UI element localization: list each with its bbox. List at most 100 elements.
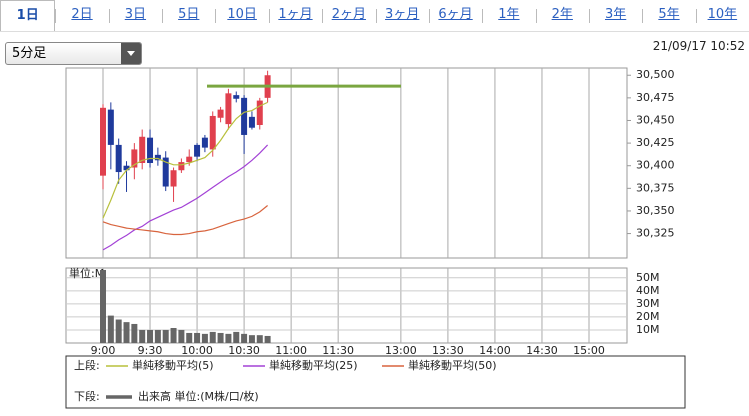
candle-body	[194, 144, 201, 157]
period-tab[interactable]: 1ヶ月	[268, 0, 322, 31]
x-tick-label: 10:00	[181, 344, 213, 357]
volume-bar	[194, 332, 201, 343]
candle-body	[154, 154, 161, 161]
x-tick-label: 9:30	[138, 344, 163, 357]
volume-bar	[100, 269, 106, 343]
y-tick-label: 30,375	[636, 181, 675, 194]
candle-body	[139, 136, 146, 163]
timestamp: 21/09/17 10:52	[652, 39, 745, 53]
period-tab[interactable]: 2ヶ月	[322, 0, 375, 31]
volume-bar	[123, 322, 130, 343]
y-tick-label: 20M	[636, 310, 660, 323]
volume-bar	[217, 332, 224, 343]
volume-panel	[65, 267, 628, 344]
y-tick-label: 30,350	[636, 204, 675, 217]
x-tick-label: 13:30	[432, 344, 464, 357]
candle-body	[248, 116, 255, 128]
candle-body	[107, 109, 114, 145]
y-tick-label: 30,500	[636, 68, 675, 81]
y-tick-label: 30,475	[636, 91, 675, 104]
legend-entry: 単純移動平均(50)	[408, 358, 497, 372]
volume-bar	[154, 329, 161, 343]
volume-bar	[264, 335, 271, 343]
period-tab[interactable]: 2年	[535, 0, 589, 31]
period-tab[interactable]: 5年	[642, 0, 695, 31]
candle-body	[233, 95, 240, 99]
y-tick-label: 30,425	[636, 136, 675, 149]
period-tab[interactable]: 3ヶ月	[375, 0, 429, 31]
volume-bar	[178, 329, 185, 343]
period-tab[interactable]: 2日	[55, 0, 108, 31]
candle-body	[225, 93, 232, 125]
x-tick-label: 11:00	[275, 344, 307, 357]
legend-label: 上段:	[74, 358, 100, 372]
candle-body	[201, 137, 208, 148]
y-tick-label: 40M	[636, 284, 660, 297]
volume-bar	[162, 329, 169, 343]
price-panel	[65, 67, 628, 259]
moving-average	[102, 101, 268, 219]
legend-entry: 出来高 単位:(M株/口/枚)	[138, 389, 259, 403]
volume-bar	[233, 331, 240, 343]
volume-bar	[139, 329, 146, 343]
unit-label: 単位:M	[69, 266, 104, 280]
y-tick-label: 30,325	[636, 227, 675, 240]
candle-body	[162, 157, 169, 187]
x-tick-label: 13:00	[385, 344, 417, 357]
x-tick-label: 15:00	[573, 344, 605, 357]
volume-bar	[241, 333, 248, 343]
candle-body	[147, 137, 154, 163]
period-tabs: 1日 2日 3日 5日 10日 1ヶ月 2ヶ月 3ヶ月 6ヶ月 1年 2年 3年 5年 10年	[0, 0, 749, 32]
volume-bar	[248, 335, 255, 343]
candle-body	[241, 97, 248, 135]
period-tab[interactable]: 3日	[108, 0, 162, 31]
volume-bar	[209, 331, 216, 343]
candle-body	[123, 165, 130, 171]
y-tick-label: 30,400	[636, 159, 675, 172]
candle-body	[209, 115, 216, 150]
volume-bar	[201, 333, 208, 343]
volume-bar	[131, 323, 138, 343]
legend-entry: 単純移動平均(5)	[132, 358, 214, 372]
y-tick-label: 50M	[636, 271, 660, 284]
volume-bar	[107, 315, 114, 343]
period-tab[interactable]: 5日	[162, 0, 215, 31]
x-tick-label: 10:30	[228, 344, 260, 357]
candle-body	[256, 100, 263, 125]
candle-body	[115, 144, 122, 173]
y-tick-label: 10M	[636, 323, 660, 336]
volume-bar	[147, 329, 154, 343]
moving-average	[102, 144, 269, 251]
x-tick-label: 11:30	[322, 344, 354, 357]
candle-body	[170, 170, 177, 187]
legend-entry: 単純移動平均(25)	[269, 358, 358, 372]
candle-body	[217, 109, 224, 118]
y-tick-label: 30M	[636, 297, 660, 310]
volume-bar	[256, 335, 263, 343]
x-tick-label: 9:00	[91, 344, 116, 357]
candle-body	[186, 156, 193, 163]
period-tab[interactable]: 6ヶ月	[428, 0, 482, 31]
moving-average	[102, 205, 268, 236]
volume-bar	[170, 328, 177, 343]
candle-body	[131, 149, 138, 168]
y-tick-label: 30,450	[636, 113, 675, 126]
candle-body	[100, 107, 106, 176]
period-tab[interactable]: 1日	[0, 0, 56, 31]
period-tab[interactable]: 10日	[215, 0, 268, 31]
volume-bar	[186, 332, 193, 343]
interval-dropdown[interactable]: 5分足	[5, 42, 142, 65]
x-tick-label: 14:00	[479, 344, 511, 357]
dropdown-arrow[interactable]	[121, 43, 141, 64]
period-tab[interactable]: 1年	[482, 0, 535, 31]
candle-body	[178, 162, 185, 171]
legend-box	[65, 355, 686, 409]
volume-bar	[225, 333, 232, 343]
period-tab[interactable]: 3年	[588, 0, 642, 31]
legend-label: 下段:	[74, 389, 100, 403]
period-tab[interactable]: 10年	[695, 0, 749, 31]
volume-bar	[115, 319, 122, 343]
dropdown-text[interactable]: 5分足	[12, 46, 47, 61]
